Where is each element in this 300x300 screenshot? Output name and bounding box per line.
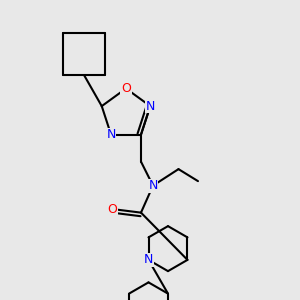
- Text: N: N: [148, 179, 158, 192]
- Text: O: O: [121, 82, 131, 95]
- Text: O: O: [108, 203, 117, 216]
- Text: N: N: [106, 128, 116, 141]
- Text: N: N: [146, 100, 155, 112]
- Text: N: N: [144, 254, 153, 266]
